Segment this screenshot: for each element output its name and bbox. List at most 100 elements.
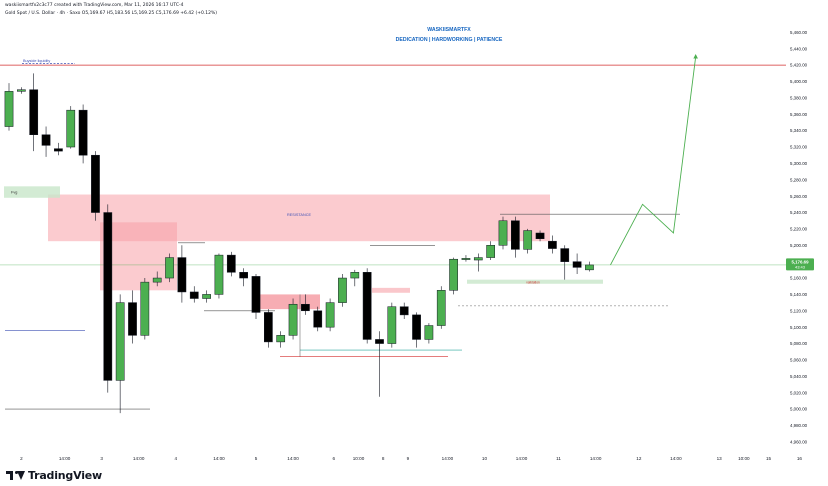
candle	[548, 235, 557, 254]
candle	[449, 257, 458, 295]
candle	[511, 216, 520, 258]
y-tick-label: 5,200.00	[790, 243, 808, 248]
bear-candle-body	[264, 312, 273, 343]
x-tick-label: 2	[20, 456, 23, 461]
x-tick-label: 4	[174, 456, 177, 461]
candle	[202, 290, 211, 303]
resistance-label: RESISTANCE	[287, 213, 311, 217]
bear-candle-body	[313, 310, 323, 328]
small-zone	[372, 287, 410, 293]
bull-candle-body	[436, 290, 446, 326]
y-tick-label: 5,240.00	[790, 210, 808, 215]
candle	[103, 204, 113, 393]
x-tick-label: 13	[717, 456, 723, 461]
motto-label: DEDICATION | HARDWORKING | PATIENCE	[396, 37, 503, 43]
zone-layer	[4, 186, 603, 310]
author-label: WASKIISMARTFX	[427, 27, 471, 33]
price-axis: 5,460.00 5,440.00 5,420.00 5,400.00 5,380.00…	[786, 30, 814, 444]
candle	[91, 151, 100, 221]
candle	[140, 278, 150, 340]
bear-candle-body	[301, 303, 310, 312]
validation-label: validation	[526, 280, 540, 284]
bear-candle-body	[375, 339, 384, 344]
created-by-line: waskiismartfx2c3c77 created with Trading…	[5, 3, 184, 8]
bear-candle-body	[399, 306, 409, 316]
candle	[362, 268, 372, 344]
y-tick-label: 5,320.00	[790, 145, 808, 150]
candle	[41, 126, 51, 157]
bull-candle-body	[473, 257, 483, 261]
candle	[338, 273, 347, 307]
x-tick-label: 14:00	[590, 456, 602, 461]
candle	[78, 104, 88, 164]
candle	[301, 294, 310, 315]
bull-candle-body	[165, 257, 174, 279]
bull-candle-body	[424, 325, 434, 340]
candle	[473, 253, 483, 272]
bear-candle-body	[251, 276, 261, 313]
x-tick-label: 14:00	[442, 456, 454, 461]
x-tick-label: 5	[255, 456, 258, 461]
price-tag-value: 5,176.69	[791, 259, 809, 264]
x-tick-label: 14:00	[287, 456, 299, 461]
bear-candle-body	[511, 220, 520, 250]
candle	[54, 142, 63, 156]
x-tick-label: 14:00	[670, 456, 682, 461]
bull-candle-body	[202, 294, 211, 299]
bear-candle-body	[239, 272, 249, 279]
x-tick-label: 16	[797, 456, 803, 461]
candle	[572, 253, 582, 274]
candle	[412, 312, 421, 348]
y-tick-label: 5,140.00	[790, 292, 808, 297]
validation-zone	[467, 279, 603, 284]
x-tick-label: 6	[333, 456, 336, 461]
bear-candle-body	[226, 254, 236, 273]
bull-candle-body	[523, 230, 533, 250]
y-tick-label: 5,360.00	[790, 112, 808, 117]
bear-candle-body	[412, 314, 421, 340]
bear-candle-body	[572, 261, 582, 268]
bear-candle-body	[128, 302, 137, 336]
bull-candle-body	[152, 277, 162, 283]
bear-candle-body	[177, 257, 187, 293]
projection-path	[610, 56, 697, 266]
x-tick-label: 9	[407, 456, 410, 461]
price-tag-countdown: 43:43	[795, 264, 806, 269]
y-tick-label: 5,280.00	[790, 177, 808, 182]
bull-candle-body	[288, 303, 298, 336]
candle	[436, 286, 446, 329]
candle	[177, 245, 187, 303]
x-tick-label: 10	[482, 456, 488, 461]
candle	[560, 245, 570, 280]
candle	[17, 87, 26, 94]
candle	[251, 273, 261, 319]
bull-candle-body	[140, 281, 150, 336]
bull-candle-body	[276, 335, 286, 343]
candle	[189, 286, 199, 303]
y-tick-label: 5,080.00	[790, 341, 808, 346]
tradingview-brand: TradingView	[6, 469, 102, 482]
bull-candle-body	[387, 306, 397, 344]
candles	[4, 73, 594, 414]
candle	[276, 331, 286, 348]
bull-candle-body	[585, 264, 594, 271]
candle	[152, 271, 162, 287]
bull-candle-body	[17, 89, 26, 92]
x-tick-label: 14:00	[59, 456, 71, 461]
candle	[387, 302, 397, 348]
fvg-zone	[4, 186, 60, 198]
bear-candle-body	[78, 109, 88, 156]
bull-candle-body	[4, 91, 14, 127]
level-lines	[0, 63, 786, 410]
y-tick-label: 4,960.00	[790, 439, 808, 444]
candle	[264, 309, 273, 348]
y-tick-label: 5,040.00	[790, 374, 808, 379]
candle	[214, 253, 224, 299]
candle	[128, 290, 137, 344]
bear-candle-body	[560, 248, 570, 262]
time-axis: 2 14:00 3 14:00 4 14:00 5 14:00 6 10:00 8 9 14:00 10 1…	[20, 456, 802, 461]
projection-arrow-icon	[693, 53, 698, 59]
candle	[66, 106, 76, 149]
bull-candle-body	[461, 258, 471, 260]
